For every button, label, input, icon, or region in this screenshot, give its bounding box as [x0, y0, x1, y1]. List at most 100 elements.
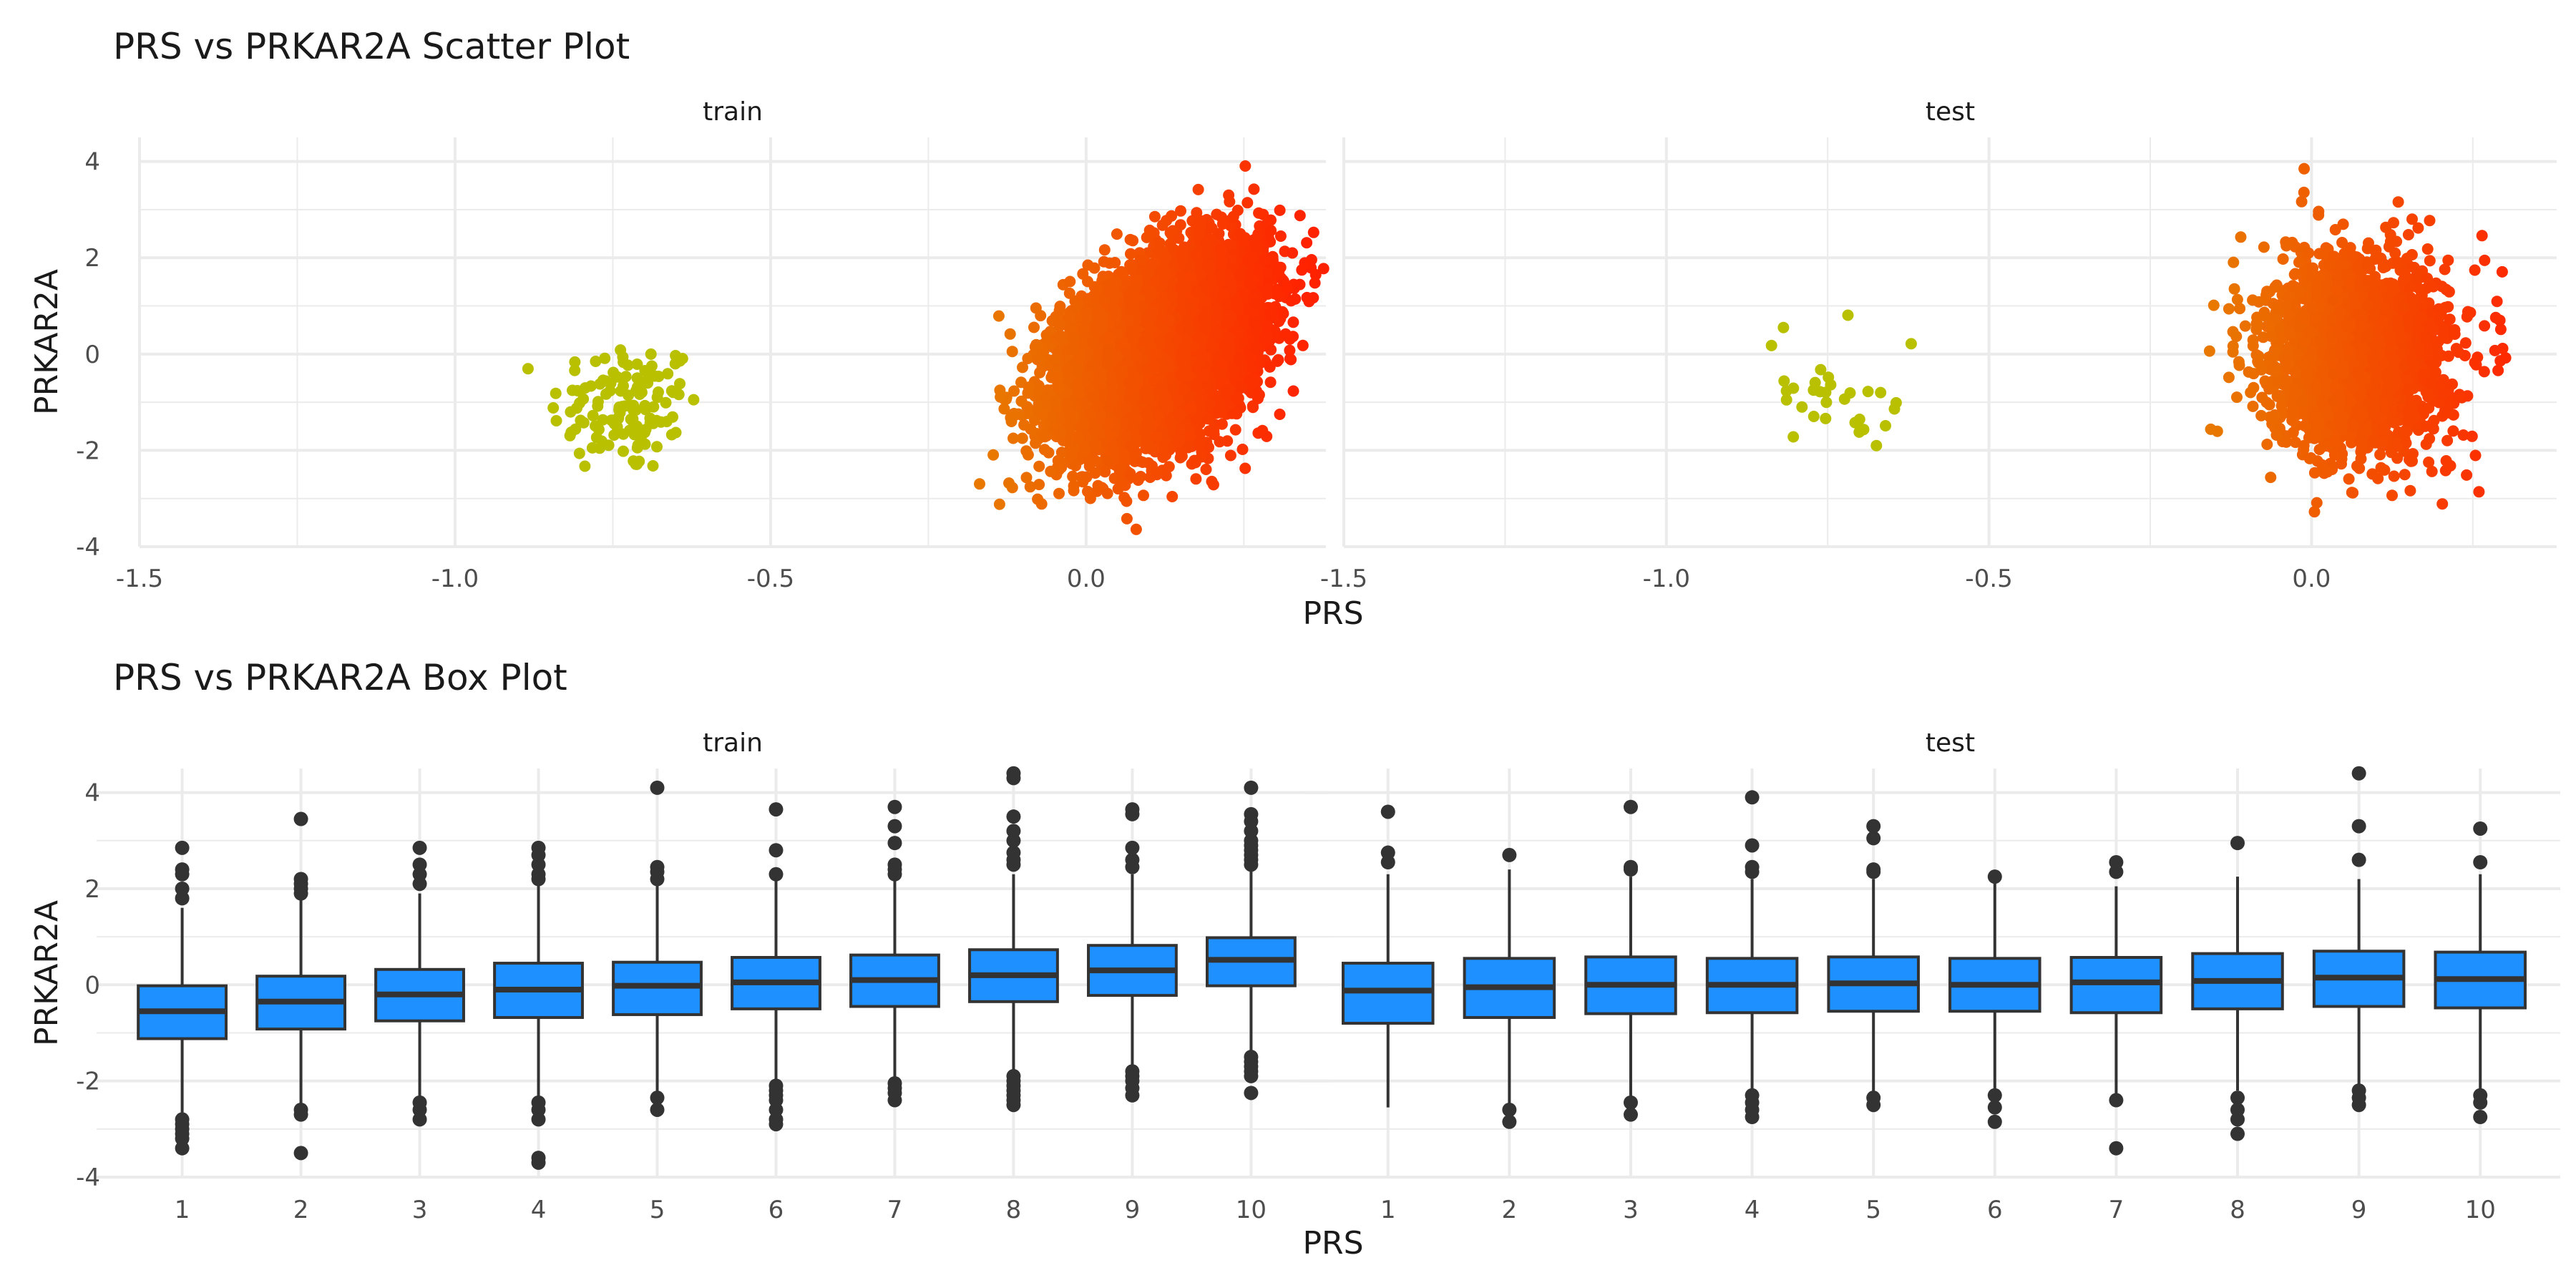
scatter-point	[1047, 411, 1059, 424]
scatter-point	[600, 375, 612, 387]
scatter-point	[1134, 253, 1146, 265]
scatter-point	[647, 460, 659, 472]
scatter-point	[1257, 208, 1269, 220]
scatter-point	[1036, 408, 1048, 420]
scatter-point	[1053, 305, 1065, 316]
scatter-point	[1158, 445, 1170, 457]
scatter-point	[631, 441, 643, 454]
scatter-point	[1063, 287, 1075, 299]
scatter-point	[1307, 226, 1319, 238]
scatter-point	[1166, 225, 1179, 237]
scatter-point	[995, 391, 1007, 403]
scatter-point	[987, 449, 1000, 461]
scatter-point	[653, 386, 664, 398]
scatter-point	[627, 413, 639, 425]
scatter-point	[620, 371, 632, 383]
scatter-point	[618, 445, 629, 457]
scatter-point	[1148, 227, 1160, 239]
y-tick-label: -2	[76, 436, 100, 465]
facet-strip-label-train: train	[703, 97, 763, 127]
scatter-point	[647, 417, 659, 429]
y-tick-label: 4	[84, 148, 100, 177]
scatter-point	[1004, 328, 1016, 340]
scatter-point	[1113, 464, 1126, 477]
scatter-point	[1003, 477, 1015, 489]
scatter-point	[1241, 197, 1254, 209]
scatter-point	[992, 310, 1005, 322]
scatter-point	[1239, 462, 1252, 474]
scatter-point	[974, 478, 985, 490]
scatter-point	[648, 401, 660, 413]
scatter-point	[590, 356, 602, 367]
scatter-point	[602, 439, 615, 452]
x-tick-label: -1.0	[431, 565, 479, 593]
scatter-point	[665, 429, 678, 441]
scatter-point	[1125, 248, 1136, 260]
scatter-point	[592, 396, 604, 408]
scatter-point	[599, 352, 611, 364]
scatter-point	[674, 378, 686, 390]
y-tick-label: 0	[84, 341, 100, 369]
scatter-point	[550, 387, 562, 399]
scatter-point	[1028, 321, 1040, 333]
scatter-point	[1127, 235, 1139, 247]
x-tick-label: -0.5	[747, 565, 794, 593]
scatter-point	[653, 371, 665, 382]
scatter-point	[631, 358, 643, 370]
scatter-points	[522, 160, 1330, 535]
scatter-point	[1257, 424, 1269, 436]
scatter-point	[993, 498, 1005, 510]
scatter-point	[585, 380, 597, 392]
scatter-point	[1092, 479, 1104, 492]
scatter-point	[1175, 447, 1187, 459]
scatter-point	[1033, 460, 1045, 472]
scatter-point	[1163, 461, 1175, 473]
scatter-point	[1082, 275, 1093, 288]
scatter-point	[1148, 210, 1161, 223]
scatter-point	[651, 441, 663, 453]
scatter-point	[1018, 419, 1030, 431]
scatter-point	[619, 400, 631, 412]
scatter-point	[550, 415, 562, 426]
scatter-point	[579, 460, 591, 472]
scatter-point	[1008, 432, 1019, 444]
scatter-point	[674, 355, 686, 367]
scatter-point	[660, 396, 672, 409]
scatter-point	[1098, 244, 1111, 256]
scatter-point	[1287, 316, 1299, 328]
scatter-point	[1229, 424, 1241, 436]
scatter-point	[630, 424, 642, 436]
scatter-point	[1111, 228, 1123, 240]
scatter-point	[1279, 328, 1292, 340]
scatter-point	[618, 428, 630, 440]
scatter-point	[1079, 445, 1091, 457]
scatter-point	[1206, 222, 1218, 234]
scatter-point	[587, 409, 599, 421]
scatter-point	[639, 365, 651, 376]
scatter-point	[630, 458, 642, 470]
scatter-point	[547, 402, 560, 414]
y-tick-label: -4	[76, 533, 100, 562]
scatter-point	[1109, 257, 1121, 268]
scatter-point	[667, 411, 678, 423]
scatter-point	[645, 348, 657, 360]
scatter-point	[569, 356, 581, 368]
scatter-title: PRS vs PRKAR2A Scatter Plot	[113, 26, 630, 67]
scatter-point	[1166, 491, 1179, 502]
scatter-point	[1202, 413, 1214, 425]
scatter-point	[1248, 183, 1260, 195]
scatter-point	[617, 351, 629, 363]
scatter-point	[565, 406, 577, 418]
scatter-point	[1038, 444, 1050, 456]
scatter-point	[688, 394, 700, 406]
scatter-point	[522, 363, 534, 375]
scatter-point	[1151, 469, 1163, 481]
scatter-point	[573, 447, 585, 459]
scatter-point	[1297, 339, 1309, 351]
scatter-point	[590, 420, 601, 432]
scatter-point	[569, 364, 581, 376]
scatter-point	[622, 359, 634, 371]
